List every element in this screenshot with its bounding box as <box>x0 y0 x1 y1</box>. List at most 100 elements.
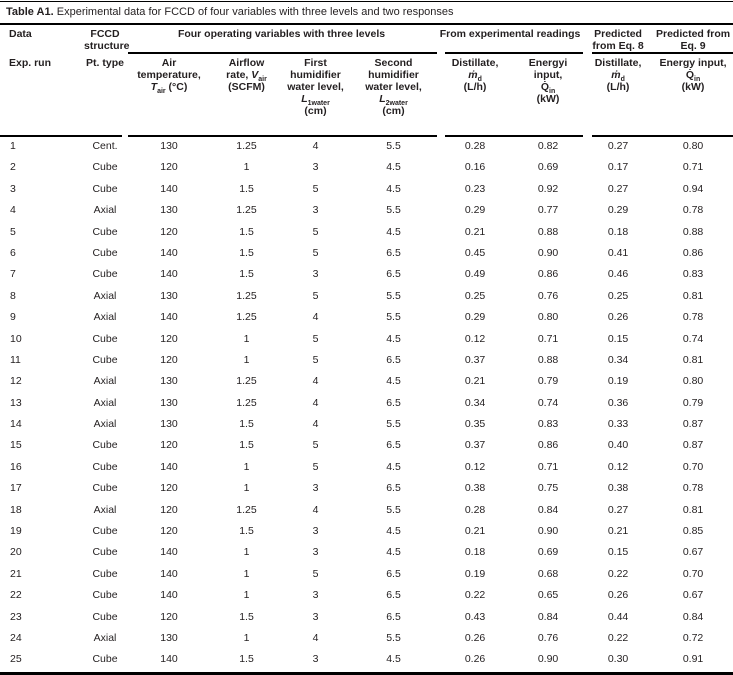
cell-energy-predicted: 0.81 <box>682 289 704 302</box>
cell-airflow-rate: 1.25 <box>236 396 257 409</box>
cell-air-temperature: 140 <box>160 246 178 259</box>
cell-airflow-rate: 1 <box>243 460 250 473</box>
cell-energy-predicted: 0.87 <box>682 418 704 431</box>
cell-distillate-experimental: 0.21 <box>464 225 486 238</box>
cell-first-humidifier-level: 3 <box>312 610 319 623</box>
cell-exp-run: 14 <box>10 418 22 431</box>
cell-distillate-predicted: 0.30 <box>607 653 629 666</box>
cell-pt-type: Cent. <box>92 140 118 152</box>
table-row: 6 Cube 140 1.5 5 6.5 0.45 0.90 0.41 0.86 <box>0 244 733 265</box>
data-table: Data FCCD structure Four operating varia… <box>0 25 733 672</box>
cell-air-temperature: 140 <box>160 460 178 473</box>
cell-first-humidifier-level: 5 <box>312 460 319 473</box>
cell-energy-experimental: 0.77 <box>537 204 559 217</box>
cell-second-humidifier-level: 6.5 <box>386 246 401 259</box>
cell-distillate-experimental: 0.49 <box>464 268 486 281</box>
cell-distillate-predicted: 0.38 <box>607 482 629 495</box>
cell-first-humidifier-level: 3 <box>312 653 319 666</box>
cell-second-humidifier-level: 4.5 <box>386 525 401 538</box>
header-energy-input-experimental: Energyi input, Q̇in (kW) <box>528 57 568 105</box>
cell-second-humidifier-level: 5.5 <box>386 631 401 644</box>
cell-distillate-predicted: 0.46 <box>607 268 629 281</box>
cell-second-humidifier-level: 5.5 <box>386 140 401 152</box>
header-column-row: Exp. run Pt. type Air temperature, Tair … <box>0 54 733 135</box>
cell-energy-predicted: 0.78 <box>682 204 704 217</box>
cell-exp-run: 13 <box>10 396 22 409</box>
cell-energy-experimental: 0.80 <box>537 311 559 324</box>
cell-energy-experimental: 0.92 <box>537 182 559 195</box>
cell-distillate-predicted: 0.27 <box>607 503 629 516</box>
cell-pt-type: Cube <box>92 546 118 559</box>
cell-energy-predicted: 0.78 <box>682 311 704 324</box>
cell-distillate-experimental: 0.12 <box>464 460 486 473</box>
cell-energy-predicted: 0.81 <box>682 353 704 366</box>
cell-exp-run: 8 <box>10 289 16 302</box>
cell-air-temperature: 120 <box>160 503 178 516</box>
cell-distillate-predicted: 0.19 <box>607 375 629 388</box>
cell-distillate-experimental: 0.28 <box>464 140 486 152</box>
cell-distillate-experimental: 0.22 <box>464 589 486 602</box>
cell-distillate-predicted: 0.18 <box>607 225 629 238</box>
rule-data-cols <box>0 135 122 137</box>
header-airflow-rate: Airflow rate, Vair (SCFM) <box>226 57 267 93</box>
cell-airflow-rate: 1.25 <box>236 140 257 152</box>
cell-airflow-rate: 1.5 <box>239 525 254 538</box>
cell-distillate-predicted: 0.22 <box>607 567 629 580</box>
cell-exp-run: 17 <box>10 482 22 495</box>
cell-airflow-rate: 1 <box>243 631 250 644</box>
cell-distillate-predicted: 0.34 <box>607 353 629 366</box>
cell-energy-experimental: 0.65 <box>537 589 559 602</box>
cell-energy-experimental: 0.76 <box>537 289 559 302</box>
cell-exp-run: 19 <box>10 525 22 538</box>
rule-experimental-cols <box>445 135 584 137</box>
cell-distillate-experimental: 0.16 <box>464 161 486 174</box>
table-row: 22 Cube 140 1 3 6.5 0.22 0.65 0.26 0.67 <box>0 586 733 607</box>
cell-distillate-experimental: 0.21 <box>464 375 486 388</box>
cell-exp-run: 18 <box>10 503 22 516</box>
rule-experimental <box>445 52 584 54</box>
cell-first-humidifier-level: 4 <box>312 631 319 644</box>
cell-first-humidifier-level: 3 <box>312 161 319 174</box>
cell-second-humidifier-level: 4.5 <box>386 161 401 174</box>
title-rule <box>0 23 733 25</box>
cell-air-temperature: 120 <box>160 161 178 174</box>
cell-distillate-predicted: 0.12 <box>607 460 629 473</box>
cell-pt-type: Axial <box>93 418 117 431</box>
cell-pt-type: Axial <box>93 375 117 388</box>
header-underline-row <box>0 135 733 137</box>
cell-energy-experimental: 0.90 <box>537 525 559 538</box>
cell-first-humidifier-level: 3 <box>312 546 319 559</box>
cell-energy-experimental: 0.75 <box>537 482 559 495</box>
cell-first-humidifier-level: 4 <box>312 503 319 516</box>
cell-energy-predicted: 0.83 <box>682 268 704 281</box>
header-air-temperature: Air temperature, Tair (°C) <box>137 57 201 96</box>
cell-air-temperature: 140 <box>160 182 178 195</box>
cell-air-temperature: 130 <box>160 631 178 644</box>
cell-distillate-experimental: 0.43 <box>464 610 486 623</box>
cell-energy-experimental: 0.90 <box>537 246 559 259</box>
cell-energy-experimental: 0.71 <box>537 460 559 473</box>
rule-variables <box>128 52 438 54</box>
cell-exp-run: 1 <box>10 140 16 152</box>
header-group-variables: Four operating variables with three leve… <box>177 28 386 40</box>
cell-airflow-rate: 1.5 <box>239 182 254 195</box>
cell-pt-type: Cube <box>92 567 118 580</box>
cell-distillate-predicted: 0.27 <box>607 140 629 152</box>
cell-air-temperature: 130 <box>160 289 178 302</box>
cell-pt-type: Cube <box>92 525 118 538</box>
cell-pt-type: Axial <box>93 289 117 302</box>
cell-energy-predicted: 0.80 <box>682 375 704 388</box>
cell-distillate-experimental: 0.45 <box>464 246 486 259</box>
table-title-label: Table A1. <box>6 6 54 18</box>
cell-second-humidifier-level: 4.5 <box>386 653 401 666</box>
cell-distillate-experimental: 0.29 <box>464 311 486 324</box>
header-distillate-predicted: Distillate, ṁd (L/h) <box>594 57 642 93</box>
cell-airflow-rate: 1 <box>243 161 250 174</box>
cell-energy-experimental: 0.86 <box>537 439 559 452</box>
cell-distillate-experimental: 0.38 <box>464 482 486 495</box>
cell-distillate-predicted: 0.40 <box>607 439 629 452</box>
cell-distillate-predicted: 0.44 <box>607 610 629 623</box>
cell-second-humidifier-level: 5.5 <box>386 503 401 516</box>
cell-airflow-rate: 1 <box>243 567 250 580</box>
rule-predicted-cols <box>592 135 733 137</box>
